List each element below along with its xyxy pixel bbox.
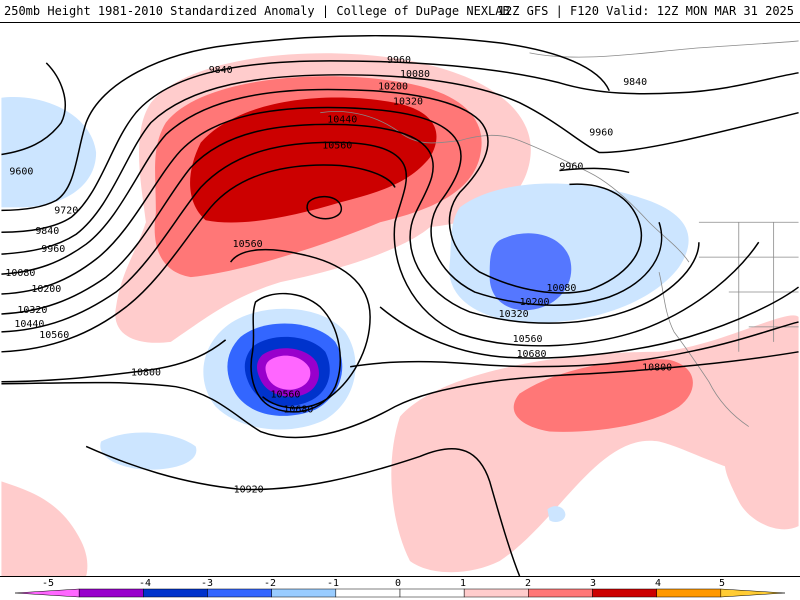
contour-label: 10320: [393, 97, 423, 108]
colorbar-tick: 3: [590, 578, 596, 589]
contour-labels: 9840 9960 10080 10200 10320 10440 10560 …: [5, 55, 672, 495]
contour-label: 9960: [387, 55, 411, 66]
anomaly-neg-1-small: [100, 432, 197, 470]
contour-9960: [1, 74, 799, 255]
anomaly-pos-1-se: [724, 449, 799, 530]
colorbar-bin: [720, 588, 786, 598]
colorbar-tick: 1: [460, 578, 466, 589]
contour-10560-east: [379, 286, 800, 359]
contour-label: 10320: [17, 305, 47, 316]
contour-label: 10800: [131, 368, 161, 379]
contour-label: 9960: [559, 161, 583, 172]
anomaly-pos-1-sw: [1, 481, 88, 576]
colorbar-bins: [14, 588, 786, 598]
anomaly-neg-2-east: [489, 233, 572, 311]
contour-label: 9840: [623, 77, 647, 88]
colorbar-bin: [463, 588, 529, 598]
colorbar-tick: 2: [525, 578, 531, 589]
contour-label: 10440: [327, 115, 357, 126]
contour-label: 9960: [41, 244, 65, 255]
contour-label: 9840: [209, 65, 233, 76]
colorbar-bin: [143, 588, 208, 598]
contour-label: 10080: [546, 283, 576, 294]
anomaly-neg-1-dot: [547, 506, 566, 522]
coastline-arctic: [529, 40, 799, 58]
anomaly-pos-2-south: [513, 359, 693, 432]
contour-10320: [1, 123, 700, 324]
contour-9840: [1, 60, 799, 233]
colorbar-tick: -2: [264, 578, 276, 589]
anomaly-pos-1-south: [391, 315, 799, 573]
contour-10680-cutoff: [250, 292, 341, 413]
colorbar-tick: 5: [719, 578, 725, 589]
colorbar-bin: [271, 588, 337, 598]
colorbar-tick: -3: [201, 578, 213, 589]
contour-label: 10560: [322, 141, 352, 152]
contour-label: 10560: [513, 334, 543, 345]
contour-10080: [1, 88, 643, 294]
colorbar-tick: -1: [327, 578, 339, 589]
anomaly-pos-3-ridge: [190, 97, 437, 223]
contour-label: 10200: [520, 297, 550, 308]
contour-label: 10080: [5, 268, 35, 279]
colorbar-tick: 0: [395, 578, 401, 589]
contour-label: 9840: [35, 226, 59, 237]
colorbar-tick: -4: [139, 578, 151, 589]
contour-9960-b: [559, 167, 630, 174]
contour-10200: [1, 106, 663, 306]
contour-10440: [1, 141, 760, 347]
colorbar-bin: [335, 588, 401, 598]
colorbar-bin: [14, 588, 80, 598]
anomaly-shading: [1, 53, 799, 576]
contour-label: 10560: [39, 330, 69, 341]
contour-label: 10560: [233, 239, 263, 250]
contour-label: 10800: [642, 363, 672, 374]
contour-label: 10680: [517, 349, 547, 360]
contour-label: 10440: [14, 319, 44, 330]
contour-9600: [1, 62, 66, 156]
colorbar-tick: 4: [655, 578, 661, 589]
colorbar-bin: [592, 588, 657, 598]
contour-label: 9600: [9, 166, 33, 177]
anomaly-map: 9840 9960 10080 10200 10320 10440 10560 …: [0, 22, 800, 577]
coastline-west-coast: [658, 272, 749, 427]
height-contours: [1, 34, 800, 576]
colorbar-bin: [78, 588, 144, 598]
contour-label: 10920: [234, 484, 264, 495]
run-valid-time: 12Z GFS | F120 Valid: 12Z MON MAR 31 202…: [497, 4, 794, 18]
anomaly-neg-1-east: [449, 183, 689, 323]
contour-10560: [1, 164, 396, 353]
state-borders: [698, 221, 799, 352]
contour-label: 10680: [283, 405, 313, 416]
contour-10560-cutoff: [229, 248, 371, 409]
contour-10800: [1, 351, 799, 439]
contour-label: 10560: [270, 390, 300, 401]
contour-label: 10320: [499, 309, 529, 320]
colorbar-tick: -5: [42, 578, 54, 589]
colorbar-bin: [207, 588, 272, 598]
contour-label: 10200: [31, 284, 61, 295]
contour-label: 10080: [400, 69, 430, 80]
contour-10680: [1, 321, 799, 383]
colorbar-ticks: -5 -4 -3 -2 -1 0 1 2 3 4 5: [42, 578, 725, 589]
contour-9720: [1, 34, 610, 212]
colorbar-bin: [399, 588, 465, 598]
contour-10920: [85, 445, 521, 576]
anomaly-neg-1-west: [1, 96, 97, 208]
colorbar-bin: [656, 588, 722, 598]
contour-label: 9720: [54, 205, 78, 216]
anomaly-neg-5-cutoff: [265, 355, 311, 390]
colorbar-bin: [528, 588, 593, 598]
contour-label: 10200: [378, 82, 408, 93]
contour-10560-closed: [306, 195, 343, 220]
colorbar: -5 -4 -3 -2 -1 0 1 2 3 4 5: [14, 578, 786, 598]
header: 250mb Height 1981-2010 Standardized Anom…: [0, 0, 800, 22]
chart-title: 250mb Height 1981-2010 Standardized Anom…: [4, 4, 510, 18]
contour-label: 9960: [589, 128, 613, 139]
